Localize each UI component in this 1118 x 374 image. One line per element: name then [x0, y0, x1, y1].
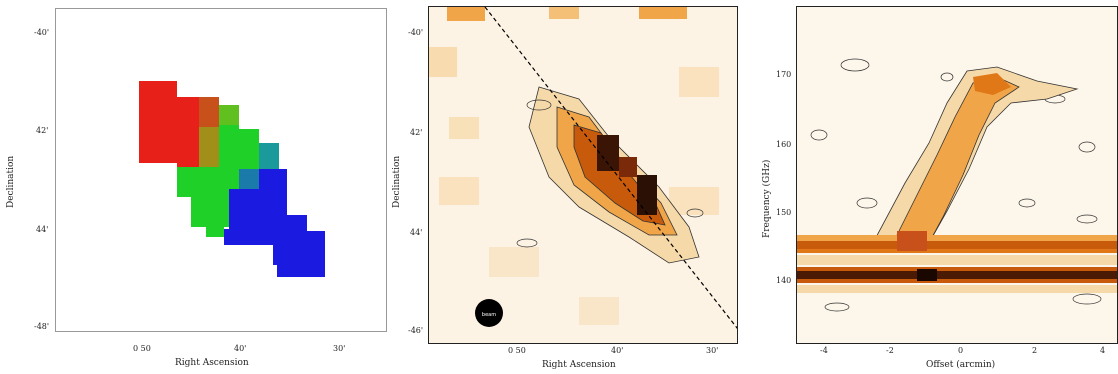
pv-xtick-label: -2 — [886, 346, 894, 355]
pv-xtick-label: 2 — [1032, 346, 1038, 355]
intensity-plot-frame: beam — [428, 6, 738, 344]
rgb-y-axis-title: Declination — [6, 155, 16, 208]
pv-ytick-label: 170 — [776, 70, 792, 79]
pv-ytick-label: 150 — [776, 208, 792, 217]
pv-xtick-label: -4 — [820, 346, 828, 355]
rgb-channel-map — [139, 81, 325, 277]
intensity-map-panel: beam -40' 42' 44' -46' 0 50 40' 30' Righ… — [390, 0, 750, 374]
rgb-ytick-label: 42' — [36, 126, 49, 135]
map-xtick-label: 0 50 — [508, 346, 526, 355]
position-velocity-diagram — [797, 7, 1117, 343]
map-xtick-label: 30' — [706, 346, 719, 355]
rgb-xtick-label: 30' — [333, 344, 346, 353]
map-y-axis-title: Declination — [392, 155, 402, 208]
pv-ytick-label: 160 — [776, 140, 792, 149]
map-ytick-label: 42' — [410, 128, 423, 137]
rgb-xtick-label: 0 50 — [133, 344, 151, 353]
map-ytick-label: -46' — [408, 326, 424, 335]
rgb-ytick-label: 44' — [36, 225, 49, 234]
pv-xtick-label: 4 — [1100, 346, 1106, 355]
rgb-xtick-label: 40' — [234, 344, 247, 353]
pv-x-axis-title: Offset (arcmin) — [926, 360, 996, 370]
intensity-map: beam — [429, 7, 737, 343]
pv-xtick-label: 0 — [958, 346, 964, 355]
rgb-plot-frame — [55, 8, 387, 332]
rgb-velocity-panel: -40' 42' 44' -48' 0 50 40' 30' Right Asc… — [0, 0, 390, 374]
pv-ytick-label: 140 — [776, 276, 792, 285]
rgb-x-axis-title: Right Ascension — [175, 358, 249, 368]
pv-plot-frame — [796, 6, 1118, 344]
map-xtick-label: 40' — [611, 346, 624, 355]
map-ytick-label: 44' — [410, 228, 423, 237]
beam-label: beam — [482, 312, 496, 318]
position-velocity-panel: 170 160 150 140 -4 -2 0 2 4 Offset (arcm… — [750, 0, 1118, 374]
rgb-ytick-label: -48' — [34, 322, 50, 331]
pv-y-axis-title: Frequency (GHz) — [762, 159, 772, 238]
rgb-ytick-label: -40' — [34, 28, 50, 37]
map-x-axis-title: Right Ascension — [542, 360, 616, 370]
map-ytick-label: -40' — [408, 28, 424, 37]
